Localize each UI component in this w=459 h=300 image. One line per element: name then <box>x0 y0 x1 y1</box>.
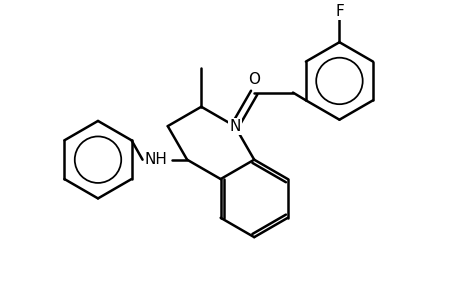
Text: NH: NH <box>145 152 167 167</box>
Text: N: N <box>229 118 240 134</box>
Text: F: F <box>334 4 343 19</box>
Text: O: O <box>248 73 260 88</box>
